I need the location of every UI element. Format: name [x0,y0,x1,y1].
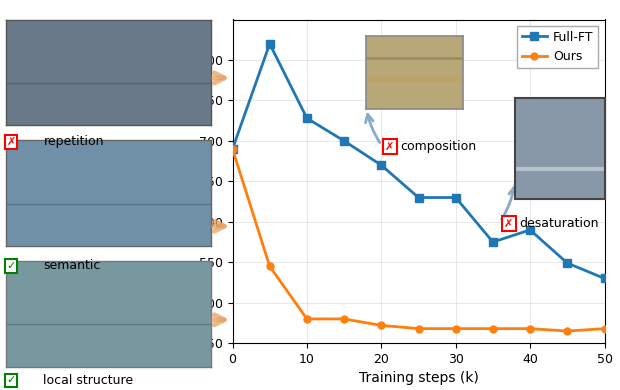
Line: Full-FT: Full-FT [229,40,608,282]
Legend: Full-FT, Ours: Full-FT, Ours [516,26,598,68]
Full-FT [489,240,497,245]
Full-FT [526,227,534,232]
X-axis label: Training steps (k): Training steps (k) [358,372,479,385]
Text: local structure: local structure [43,374,133,387]
Ours [601,326,608,331]
Full-FT [452,195,459,200]
Text: semantic: semantic [43,259,101,273]
Ours [229,147,236,151]
Text: ✓: ✓ [6,261,16,271]
Line: Ours: Ours [229,145,608,335]
Text: ✗: ✗ [385,142,394,152]
Full-FT [266,41,273,46]
Full-FT [564,261,571,266]
Text: repetition: repetition [43,135,104,149]
Ours [340,317,348,321]
Text: ✗: ✗ [504,218,513,229]
Ours [415,326,422,331]
Full-FT [601,276,608,281]
Text: desaturation: desaturation [519,217,598,230]
Full-FT [229,147,236,151]
Full-FT [340,138,348,143]
Ours [489,326,497,331]
Ours [378,323,385,328]
Full-FT [378,163,385,167]
Ours [564,329,571,333]
Text: ✓: ✓ [6,375,16,385]
Text: ✗: ✗ [6,137,16,147]
Ours [303,317,311,321]
Ours [266,264,273,269]
Full-FT [415,195,422,200]
Ours [452,326,459,331]
Y-axis label: FVD: FVD [179,167,193,195]
Full-FT [303,116,311,121]
Ours [526,326,534,331]
Text: composition: composition [400,140,476,153]
